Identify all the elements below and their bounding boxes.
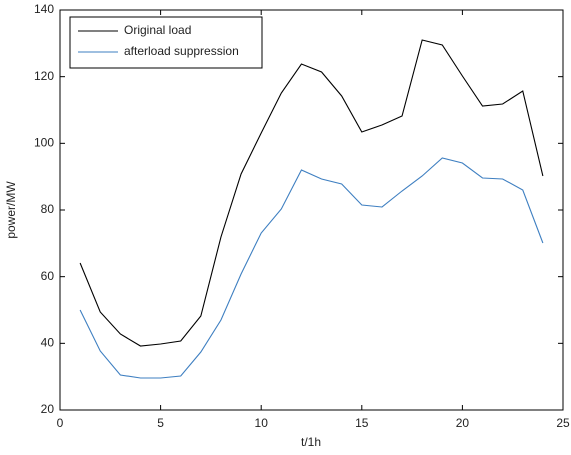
y-axis-label: power/MW xyxy=(4,181,18,239)
y-tick-label: 80 xyxy=(41,202,55,216)
x-tick-label: 10 xyxy=(255,416,269,430)
legend-box xyxy=(69,16,263,69)
y-tick-label: 120 xyxy=(34,69,54,83)
x-tick-label: 0 xyxy=(57,416,64,430)
x-axis-label: t/1h xyxy=(301,435,321,449)
plot-frame xyxy=(59,9,564,411)
x-tick-label: 5 xyxy=(157,416,164,430)
y-tick-label: 20 xyxy=(41,402,55,416)
x-tick-label: 25 xyxy=(556,416,570,430)
x-tick-label: 20 xyxy=(456,416,470,430)
y-tick-label: 140 xyxy=(34,2,54,16)
data-line xyxy=(79,157,544,379)
y-tick-label: 40 xyxy=(41,336,55,350)
x-tick-label: 15 xyxy=(355,416,369,430)
y-tick-label: 60 xyxy=(41,269,55,283)
y-tick-label: 100 xyxy=(34,136,54,150)
legend-label: afterload suppression xyxy=(124,44,239,58)
legend-label: Original load xyxy=(124,23,191,37)
data-line xyxy=(79,39,544,347)
